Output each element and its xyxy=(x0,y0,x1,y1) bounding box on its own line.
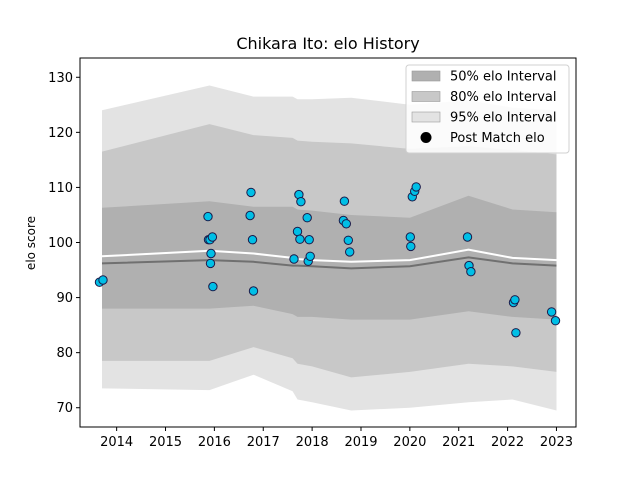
interval-bands xyxy=(102,85,557,411)
x-tick-label: 2020 xyxy=(393,435,426,450)
data-point xyxy=(304,235,314,245)
data-point xyxy=(345,247,355,257)
data-point xyxy=(466,267,476,277)
data-point xyxy=(462,232,473,242)
y-tick-label: 100 xyxy=(48,236,73,251)
axes: 2014 2015 2016 2017 2018 2019 2020 2021 2022 2023… xyxy=(48,57,577,450)
data-point xyxy=(546,307,557,317)
data-point xyxy=(208,281,218,292)
x-tick-label: 2021 xyxy=(442,435,475,450)
legend: 50% elo Interval 80% elo Interval 95% elo … xyxy=(405,64,570,154)
x-tick-label: 2022 xyxy=(491,435,524,450)
data-point xyxy=(341,219,351,229)
data-point xyxy=(511,328,521,338)
data-point xyxy=(292,226,303,237)
data-point xyxy=(405,232,415,242)
data-point xyxy=(339,196,350,206)
data-point xyxy=(98,275,108,285)
legend-swatch xyxy=(411,111,441,123)
band-50 xyxy=(102,195,557,320)
data-point xyxy=(550,316,561,326)
median-line xyxy=(101,256,557,270)
data-point xyxy=(302,213,312,223)
data-point xyxy=(247,235,258,245)
y-tick-label: 80 xyxy=(56,346,73,361)
data-point xyxy=(510,295,520,305)
x-tick-label: 2023 xyxy=(540,435,573,450)
data-point xyxy=(289,254,299,264)
legend-label: 95% elo Interval xyxy=(450,111,557,126)
data-point xyxy=(296,197,306,207)
data-point xyxy=(406,241,416,252)
data-point xyxy=(246,187,256,198)
x-tick-label: 2016 xyxy=(198,435,231,450)
data-point xyxy=(343,235,353,246)
y-tick-label: 120 xyxy=(48,126,73,141)
x-tick-label: 2014 xyxy=(100,435,133,450)
data-point xyxy=(203,211,213,222)
chart-title: Chikara Ito: elo History xyxy=(236,34,419,53)
data-point xyxy=(411,182,421,192)
data-point xyxy=(205,258,216,269)
x-tick-label: 2018 xyxy=(296,435,329,450)
data-point xyxy=(207,232,218,242)
data-point xyxy=(206,248,216,259)
legend-swatch xyxy=(411,70,441,82)
data-point xyxy=(248,286,259,296)
y-axis-label: elo score xyxy=(24,216,38,270)
y-tick-label: 130 xyxy=(48,71,73,86)
data-point xyxy=(245,210,255,221)
data-point xyxy=(295,234,305,244)
x-tick-label: 2019 xyxy=(344,435,377,450)
y-tick-label: 110 xyxy=(48,181,73,196)
x-tick-label: 2017 xyxy=(247,435,280,450)
legend-box xyxy=(405,64,570,154)
post-match-points xyxy=(94,182,561,338)
legend-label: Post Match elo xyxy=(450,131,545,146)
y-tick-label: 90 xyxy=(56,291,73,306)
legend-marker xyxy=(420,132,432,143)
legend-label: 80% elo Interval xyxy=(450,90,557,105)
legend-swatch xyxy=(411,91,441,102)
x-tick-label: 2015 xyxy=(149,435,182,450)
legend-label: 50% elo Interval xyxy=(450,70,557,85)
y-tick-label: 70 xyxy=(56,401,73,416)
data-point xyxy=(305,251,315,261)
